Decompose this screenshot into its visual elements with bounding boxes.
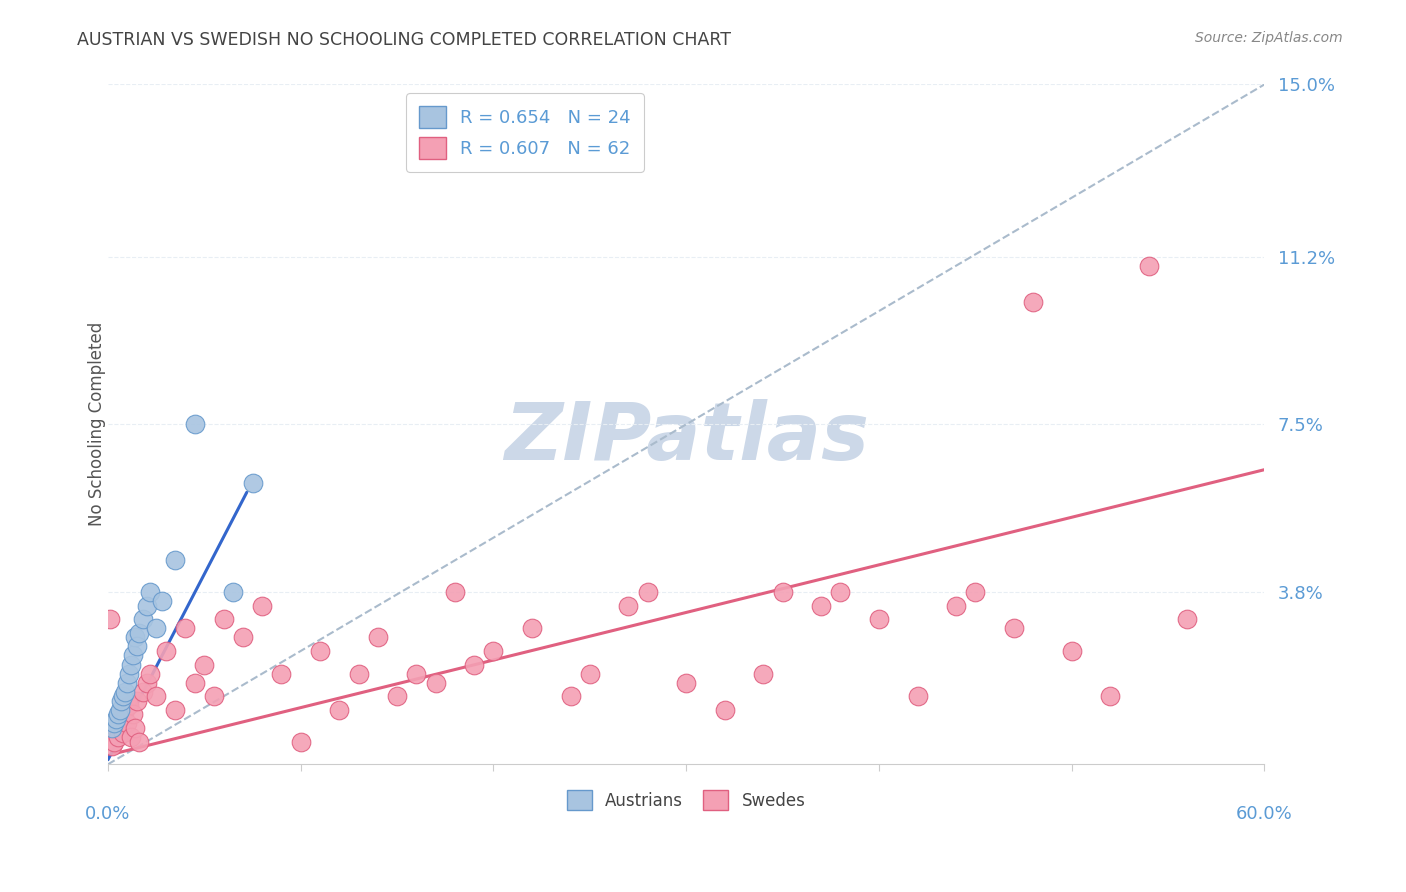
Point xyxy=(830,585,852,599)
Point xyxy=(125,640,148,654)
Point xyxy=(463,657,485,672)
Point xyxy=(107,707,129,722)
Point xyxy=(120,730,142,744)
Point xyxy=(131,612,153,626)
Point xyxy=(112,690,135,704)
Point xyxy=(425,675,447,690)
Point xyxy=(367,631,389,645)
Point xyxy=(135,675,157,690)
Point xyxy=(270,666,292,681)
Text: ZIPatlas: ZIPatlas xyxy=(503,399,869,477)
Point xyxy=(810,599,832,613)
Point xyxy=(385,690,408,704)
Point xyxy=(405,666,427,681)
Point xyxy=(242,476,264,491)
Point xyxy=(1175,612,1198,626)
Point xyxy=(617,599,640,613)
Point xyxy=(125,694,148,708)
Point xyxy=(114,703,136,717)
Point xyxy=(145,621,167,635)
Point xyxy=(114,685,136,699)
Point xyxy=(139,666,162,681)
Point xyxy=(98,612,121,626)
Point xyxy=(128,625,150,640)
Point xyxy=(104,721,127,735)
Point xyxy=(482,644,505,658)
Point xyxy=(1002,621,1025,635)
Point xyxy=(347,666,370,681)
Point xyxy=(202,690,225,704)
Point xyxy=(117,716,139,731)
Point xyxy=(107,730,129,744)
Point xyxy=(120,657,142,672)
Point xyxy=(868,612,890,626)
Point xyxy=(713,703,735,717)
Point xyxy=(183,675,205,690)
Point xyxy=(131,685,153,699)
Point xyxy=(560,690,582,704)
Point xyxy=(1022,295,1045,310)
Point xyxy=(101,721,124,735)
Point xyxy=(1099,690,1122,704)
Point xyxy=(122,648,145,663)
Point xyxy=(108,716,131,731)
Point xyxy=(128,734,150,748)
Point xyxy=(290,734,312,748)
Text: 60.0%: 60.0% xyxy=(1236,805,1292,823)
Text: Source: ZipAtlas.com: Source: ZipAtlas.com xyxy=(1195,31,1343,45)
Point xyxy=(675,675,697,690)
Point xyxy=(124,721,146,735)
Point xyxy=(103,716,125,731)
Point xyxy=(945,599,967,613)
Legend: Austrians, Swedes: Austrians, Swedes xyxy=(560,783,813,817)
Y-axis label: No Schooling Completed: No Schooling Completed xyxy=(89,322,105,526)
Point xyxy=(309,644,332,658)
Point xyxy=(118,698,141,713)
Point xyxy=(150,594,173,608)
Text: 0.0%: 0.0% xyxy=(86,805,131,823)
Point xyxy=(135,599,157,613)
Point xyxy=(155,644,177,658)
Point xyxy=(124,631,146,645)
Point xyxy=(110,712,132,726)
Point xyxy=(212,612,235,626)
Point xyxy=(108,703,131,717)
Text: AUSTRIAN VS SWEDISH NO SCHOOLING COMPLETED CORRELATION CHART: AUSTRIAN VS SWEDISH NO SCHOOLING COMPLET… xyxy=(77,31,731,49)
Point xyxy=(752,666,775,681)
Point xyxy=(520,621,543,635)
Point xyxy=(139,585,162,599)
Point xyxy=(232,631,254,645)
Point xyxy=(103,734,125,748)
Point xyxy=(110,694,132,708)
Point xyxy=(772,585,794,599)
Point xyxy=(637,585,659,599)
Point xyxy=(117,675,139,690)
Point xyxy=(174,621,197,635)
Point xyxy=(1137,259,1160,273)
Point xyxy=(907,690,929,704)
Point xyxy=(444,585,467,599)
Point xyxy=(145,690,167,704)
Point xyxy=(579,666,602,681)
Point xyxy=(193,657,215,672)
Point xyxy=(250,599,273,613)
Point xyxy=(165,703,187,717)
Point xyxy=(1060,644,1083,658)
Point xyxy=(165,553,187,567)
Point xyxy=(328,703,350,717)
Point xyxy=(101,739,124,753)
Point xyxy=(112,725,135,739)
Point xyxy=(965,585,987,599)
Point xyxy=(118,666,141,681)
Point xyxy=(183,417,205,432)
Point xyxy=(104,712,127,726)
Point xyxy=(122,707,145,722)
Point xyxy=(222,585,245,599)
